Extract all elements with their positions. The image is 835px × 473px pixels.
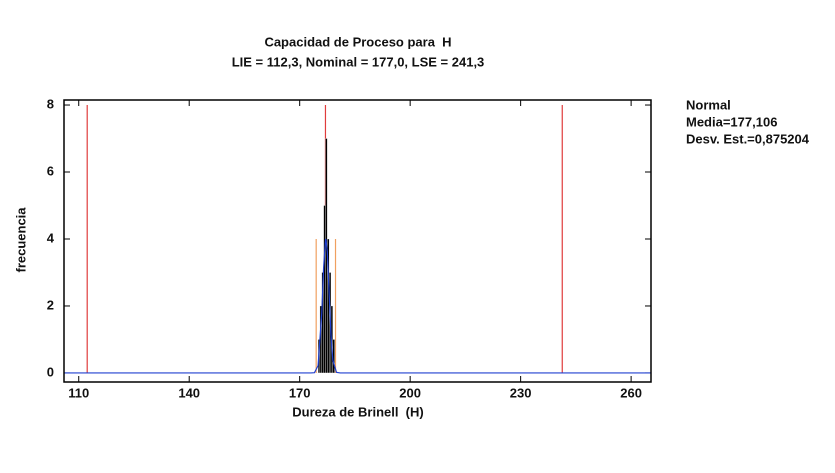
- x-tick-label: 110: [68, 385, 89, 400]
- x-tick-label: 230: [510, 385, 532, 400]
- x-axis-label: Dureza de Brinell (H): [292, 404, 423, 419]
- normal-curve: [64, 238, 651, 374]
- y-tick-label: 6: [47, 163, 54, 178]
- plot-frame: [63, 99, 652, 383]
- y-tick-label: 8: [47, 96, 54, 111]
- legend-text: Desv. Est.=0,875204: [686, 131, 810, 146]
- legend-text: Media=177,106: [686, 114, 777, 129]
- y-tick-label: 4: [47, 230, 55, 245]
- y-tick-label: 0: [47, 364, 54, 379]
- x-tick-label: 260: [620, 385, 642, 400]
- x-tick-label: 200: [399, 385, 421, 400]
- legend-text: Normal: [686, 97, 731, 112]
- y-axis-label: frecuencia: [13, 207, 28, 273]
- chart-subtitle: LIE = 112,3, Nominal = 177,0, LSE = 241,…: [232, 54, 485, 69]
- bar: [323, 205, 326, 374]
- chart-title: Capacidad de Proceso para H: [264, 34, 451, 49]
- x-tick-label: 140: [178, 385, 200, 400]
- x-tick-label: 170: [289, 385, 311, 400]
- y-tick-label: 2: [47, 297, 54, 312]
